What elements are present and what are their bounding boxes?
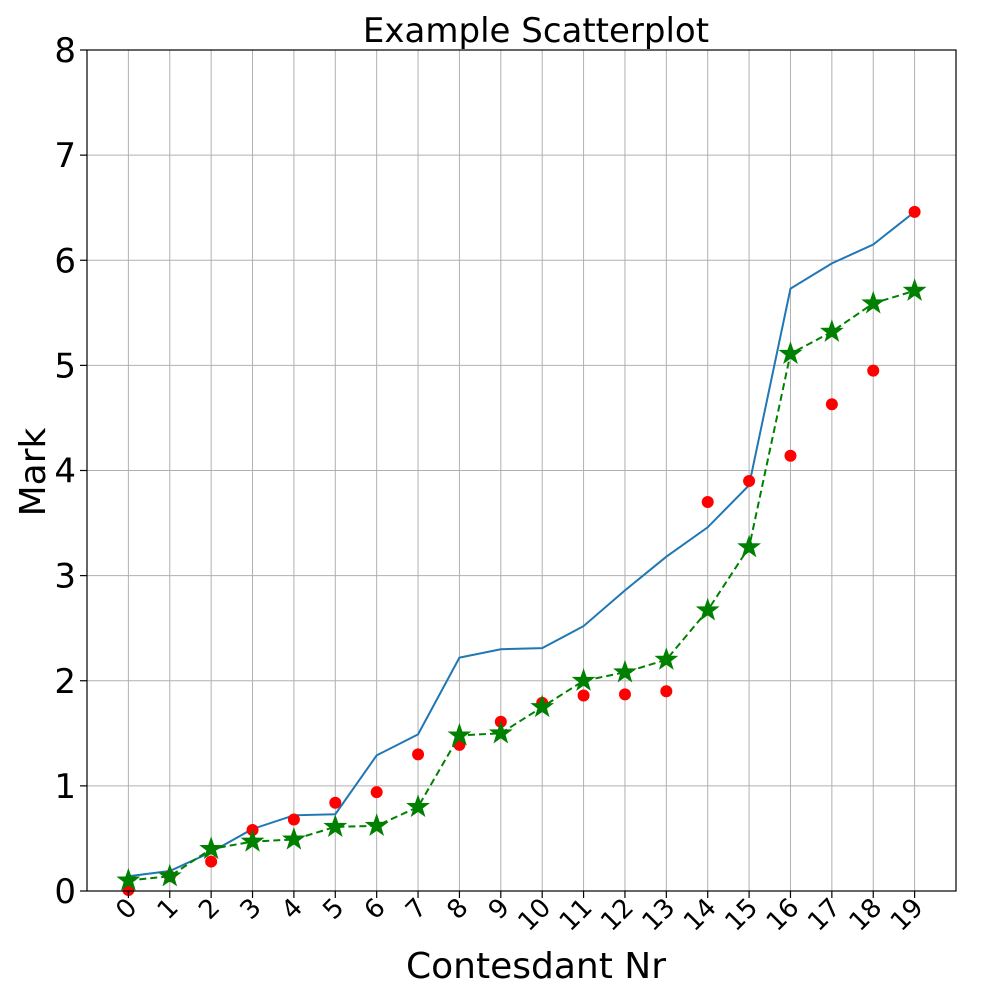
red-scatter-point [618, 688, 631, 701]
green-star-marker [695, 597, 720, 621]
green-star-marker [737, 534, 762, 558]
y-tick-label: 7 [54, 136, 76, 176]
x-tick-label: 11 [554, 893, 599, 938]
x-tick-label: 19 [885, 893, 930, 938]
green-star-marker [240, 829, 265, 852]
x-tick-label: 18 [844, 893, 889, 938]
grid-lines [87, 49, 956, 892]
plot-series [116, 205, 927, 896]
x-tick-label: 7 [400, 893, 433, 926]
red-scatter-point [784, 449, 797, 462]
green-star-marker [819, 319, 844, 342]
y-axis-label: Mark [13, 427, 54, 516]
x-tick-label: 5 [317, 893, 350, 926]
y-tick-label: 3 [54, 557, 76, 597]
y-tick-label: 1 [54, 767, 76, 807]
blue-series-line [128, 211, 916, 878]
x-tick-label: 4 [276, 893, 309, 926]
y-tick-label: 2 [54, 662, 76, 702]
green-star-marker [902, 278, 927, 301]
green-star-marker [613, 659, 637, 683]
x-tick-label: 12 [595, 893, 640, 938]
green-star-marker [157, 863, 182, 887]
green-star-marker [571, 668, 596, 691]
x-tick-label: 6 [359, 893, 392, 926]
y-tick-label: 5 [54, 346, 76, 386]
chart-title: Example Scatterplot [363, 11, 709, 51]
green-dashed-line [128, 289, 915, 882]
green-star-marker [488, 720, 513, 744]
green-star-marker [530, 694, 555, 718]
x-tick-label: 13 [637, 893, 682, 938]
green-star-marker [116, 867, 141, 891]
green-star-marker [406, 794, 430, 818]
x-tick-label: 16 [761, 893, 806, 938]
red-scatter-point [370, 786, 383, 799]
y-tick-label: 0 [54, 872, 76, 912]
x-axis-label: Contesdant Nr [406, 946, 666, 987]
red-scatter-point [825, 398, 838, 411]
red-scatter-point [412, 748, 425, 761]
x-tick-label: 9 [483, 893, 516, 926]
y-tick-label: 6 [54, 241, 76, 281]
green-star-marker [323, 814, 348, 838]
red-scatter-point [867, 364, 880, 377]
green-star-marker [199, 836, 224, 860]
green-star-marker [654, 647, 679, 670]
x-tick-label: 14 [678, 893, 723, 938]
x-tick-label: 2 [193, 893, 226, 926]
x-tick-label: 3 [235, 893, 268, 926]
green-star-marker [778, 341, 803, 364]
red-scatter-point [908, 205, 921, 218]
red-scatter-point [329, 796, 342, 809]
y-tick-label: 4 [54, 452, 76, 492]
green-star-marker [281, 826, 306, 850]
y-tick-label: 8 [54, 31, 76, 71]
red-scatter-point [577, 689, 590, 702]
x-tick-label: 0 [110, 893, 143, 926]
red-scatter-point [205, 855, 218, 868]
red-scatter-point [660, 685, 673, 698]
green-star-marker [861, 290, 886, 314]
green-star-marker [447, 722, 472, 746]
x-tick-label: 1 [152, 893, 185, 926]
x-tick-label: 10 [513, 893, 558, 938]
red-scatter-point [701, 496, 714, 509]
green-star-marker [364, 813, 389, 836]
x-tick-label: 15 [719, 893, 764, 938]
red-scatter-point [743, 475, 756, 488]
red-scatter-point [287, 813, 300, 826]
x-tick-label: 17 [802, 893, 847, 938]
x-tick-label: 8 [441, 893, 474, 926]
